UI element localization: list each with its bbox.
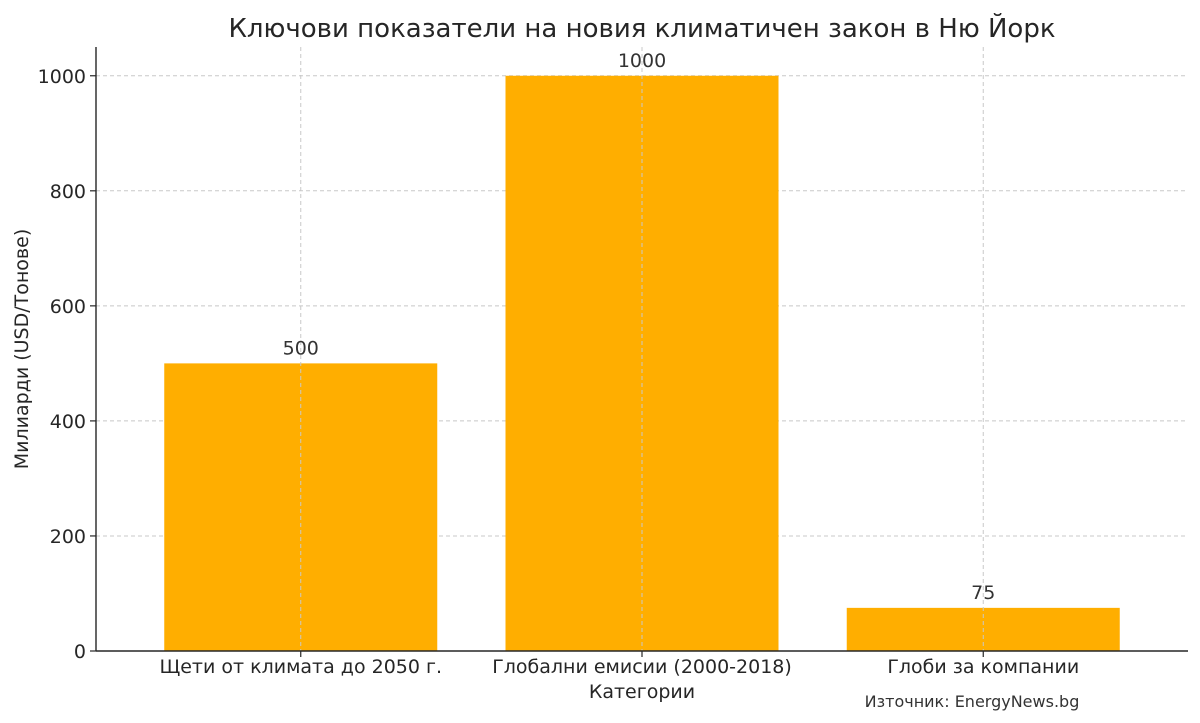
bar-value-label: 500 (283, 337, 319, 359)
y-axis-ticks: 0 200 400 600 800 1000 (38, 66, 96, 663)
x-tick-label: Глобални емисии (2000-2018) (492, 656, 792, 678)
bar-value-label: 1000 (618, 50, 666, 72)
data-labels: 500 1000 75 (283, 50, 996, 604)
y-tick-label: 600 (50, 296, 86, 318)
x-axis-ticks: Щети от климата до 2050 г. Глобални емиси… (159, 651, 1079, 678)
x-tick-label: Щети от климата до 2050 г. (159, 656, 442, 678)
source-note: Източник: EnergyNews.bg (865, 692, 1080, 711)
x-tick-label: Глоби за компании (887, 656, 1079, 678)
y-tick-label: 400 (50, 411, 86, 433)
y-tick-label: 200 (50, 526, 86, 548)
bar-value-label: 75 (971, 582, 995, 604)
x-axis-label: Категории (589, 681, 695, 703)
vertical-grid-lines (300, 47, 984, 651)
y-tick-label: 800 (50, 181, 86, 203)
y-tick-label: 1000 (38, 66, 86, 88)
y-tick-label: 0 (74, 641, 86, 663)
y-axis-label: Милиарди (USD/Тонове) (11, 229, 33, 469)
chart-title: Ключови показатели на новия климатичен з… (228, 12, 1055, 44)
